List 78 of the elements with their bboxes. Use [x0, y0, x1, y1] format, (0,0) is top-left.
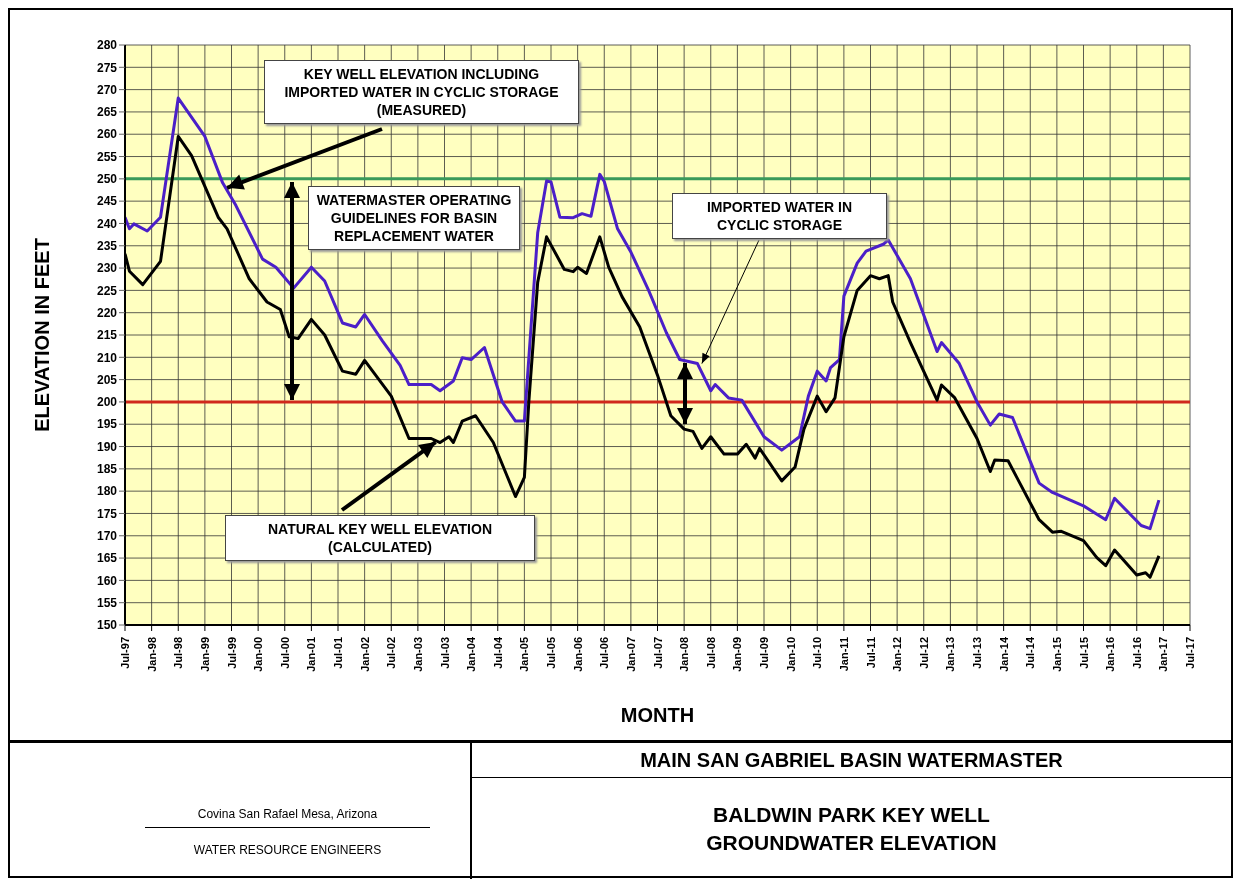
y-tick-label: 260	[96, 127, 118, 142]
x-tick-label: Jul-99	[225, 637, 238, 669]
x-tick-label: Jan-07	[624, 637, 637, 672]
x-tick-label: Jul-08	[704, 637, 717, 669]
y-tick-label: 280	[96, 38, 118, 53]
x-tick-label: Jan-05	[518, 637, 531, 672]
text: Covina San Rafael Mesa, Arizona	[145, 807, 430, 828]
x-tick-label: Jan-14	[997, 636, 1010, 672]
x-tick-label: Jan-98	[145, 637, 158, 672]
y-tick-label: 240	[96, 216, 118, 231]
callout-box: NATURAL KEY WELL ELEVATION (CALCULATED)	[225, 515, 535, 561]
y-tick-label: 200	[96, 395, 118, 410]
x-tick-label: Jul-12	[917, 637, 930, 669]
callout-box: KEY WELL ELEVATION INCLUDING IMPORTED WATER IN CYCLIC STORAGE (MEASURED)	[264, 60, 579, 124]
x-tick-label: Jul-10	[811, 637, 824, 669]
x-tick-label: Jul-00	[278, 637, 291, 669]
x-tick-label: Jul-98	[172, 637, 185, 669]
y-tick-label: 165	[96, 551, 118, 566]
y-tick-label: 225	[96, 283, 118, 298]
x-tick-label: Jan-12	[891, 637, 904, 672]
y-axis-title: ELEVATION IN FEET	[31, 238, 54, 432]
y-tick-label: 250	[96, 172, 118, 187]
y-tick-label: 220	[96, 305, 118, 320]
x-tick-label: Jul-06	[598, 637, 611, 669]
y-tick-label: 245	[96, 194, 118, 209]
x-tick-label: Jan-02	[358, 637, 371, 672]
y-tick-label: 155	[96, 595, 118, 610]
y-tick-label: 190	[96, 439, 118, 454]
y-tick-label: 235	[96, 239, 118, 254]
x-tick-label: Jul-09	[758, 637, 770, 669]
x-tick-label: Jul-16	[1130, 637, 1143, 669]
x-tick-label: Jan-06	[571, 637, 584, 672]
x-tick-label: Jan-15	[1050, 637, 1063, 672]
y-tick-label: 150	[96, 618, 118, 633]
x-tick-label: Jul-13	[971, 637, 983, 669]
y-tick-label: 195	[96, 417, 118, 432]
x-tick-label: Jul-15	[1077, 637, 1090, 669]
x-tick-label: Jul-07	[651, 637, 664, 669]
y-tick-label: 160	[96, 573, 118, 588]
callout-box: IMPORTED WATER IN CYCLIC STORAGE	[672, 193, 887, 239]
x-tick-label: Jan-10	[784, 637, 797, 672]
y-tick-label: 170	[96, 529, 118, 544]
x-tick-label: Jan-01	[305, 637, 318, 672]
y-tick-label: 230	[96, 261, 118, 276]
x-tick-label: Jul-05	[545, 637, 557, 669]
x-tick-label: Jan-03	[411, 637, 424, 672]
x-tick-label: Jul-97	[119, 637, 131, 669]
y-tick-label: 270	[96, 82, 118, 97]
x-tick-label: Jan-13	[944, 637, 957, 672]
x-tick-label: Jan-99	[198, 637, 211, 672]
y-tick-label: 175	[96, 506, 118, 521]
x-tick-label: Jul-01	[332, 637, 344, 669]
x-tick-label: Jul-04	[491, 636, 504, 669]
x-tick-label: Jan-00	[252, 637, 265, 672]
text: WATER RESOURCE ENGINEERS	[192, 843, 383, 857]
y-tick-label: 255	[96, 149, 118, 164]
x-tick-label: Jan-08	[678, 637, 691, 672]
x-tick-label: Jul-02	[385, 637, 398, 669]
x-tick-label: Jul-11	[864, 637, 877, 669]
x-tick-label: Jul-14	[1024, 636, 1037, 669]
x-tick-label: Jan-11	[837, 637, 850, 672]
x-tick-label: Jan-09	[731, 637, 744, 672]
callout-box: WATERMASTER OPERATING GUIDELINES FOR BASIN REPLACEMENT WATER	[308, 186, 520, 250]
x-axis-title: MONTH	[620, 704, 695, 726]
text: BALDWIN PARK KEY WELL GROUNDWATER ELEVATION	[705, 801, 998, 856]
y-tick-label: 205	[96, 372, 118, 387]
x-tick-label: Jul-17	[1184, 637, 1196, 669]
x-tick-label: Jul-03	[438, 637, 451, 669]
x-tick-label: Jan-17	[1157, 637, 1170, 672]
y-tick-label: 215	[96, 328, 118, 343]
y-tick-label: 210	[96, 350, 118, 365]
text: MAIN SAN GABRIEL BASIN WATERMASTER	[472, 743, 1231, 778]
x-tick-label: Jan-04	[465, 636, 478, 672]
y-tick-label: 275	[96, 60, 118, 75]
y-tick-label: 180	[96, 484, 118, 499]
y-tick-label: 265	[96, 105, 118, 120]
x-tick-label: Jan-16	[1104, 637, 1117, 672]
y-tick-label: 185	[96, 462, 118, 477]
